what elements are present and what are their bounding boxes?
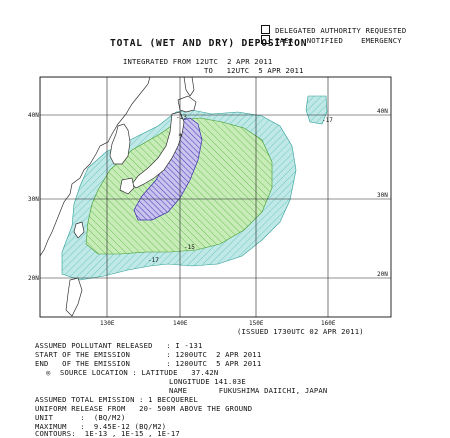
info-pollutant: ASSUMED POLLUTANT RELEASED : I -131 (35, 341, 203, 350)
japan-honshu (131, 111, 185, 189)
japan-hokkaido (177, 95, 197, 113)
graticule (40, 77, 391, 317)
taiwan (73, 221, 85, 239)
checkbox-box[interactable] (261, 35, 271, 44)
info-source-location: SOURCE LOCATION : LATITUDE 37.42N (60, 368, 219, 377)
info-contours: CONTOURS: 1E-13 , 1E-15 , 1E-17 (35, 429, 180, 438)
info-start: START OF THE EMISSION : 1200UTC 2 APR 20… (35, 350, 262, 359)
info-name: NAME FUKUSHIMA DAIICHI, JAPAN (169, 386, 328, 395)
checkbox-label-iaea: IAEA NOTIFIED EMERGENCY (275, 36, 402, 45)
philippines (65, 277, 83, 317)
info-unit: UNIT : (BQ/M2) (35, 413, 126, 422)
sakhalin (183, 77, 195, 97)
info-end: END OF THE EMISSION : 1200UTC 5 APR 2011 (35, 359, 262, 368)
checkbox-delegated-authority[interactable]: DELEGATED AUTHORITY REQUESTED (252, 16, 406, 35)
lat-label-left-30: 30N (28, 196, 39, 203)
issued-timestamp: (ISSUED 1730UTC 02 APR 2011) (237, 327, 364, 336)
integrated-from: INTEGRATED FROM 12UTC 2 APR 2011 (123, 57, 273, 66)
page-title: TOTAL (WET AND DRY) DEPOSITION (110, 38, 308, 49)
lat-label-right-20: 20N (377, 271, 388, 278)
contour-label-17-b: -17 (322, 117, 333, 124)
lon-label-150: 150E (249, 320, 264, 327)
map-frame (39, 76, 392, 318)
japan-kyushu (119, 177, 135, 195)
lat-label-right-30: 30N (377, 192, 388, 199)
info-total-emission: ASSUMED TOTAL EMISSION : 1 BECQUEREL (35, 395, 198, 404)
info-longitude: LONGITUDE 141.03E (169, 377, 246, 386)
lon-label-130: 130E (100, 320, 115, 327)
lat-label-left-40: 40N (28, 112, 39, 119)
info-maximum: MAXIMUM : 9.45E-12 (BQ/M2) (35, 422, 167, 431)
checkbox-label-delegated: DELEGATED AUTHORITY REQUESTED (275, 26, 407, 35)
lat-label-right-40: 40N (377, 108, 388, 115)
info-uniform-release: UNIFORM RELEASE FROM 20- 500M ABOVE THE … (35, 404, 253, 413)
coastline (40, 77, 197, 317)
contour-outer-patch (305, 95, 328, 125)
checkbox-box[interactable] (261, 25, 271, 34)
checkbox-iaea-notified[interactable]: IAEA NOTIFIED EMERGENCY (252, 26, 402, 45)
integrated-to: TO 12UTC 5 APR 2011 (204, 66, 304, 75)
contour-label-15: -15 (184, 244, 195, 251)
lon-label-140: 140E (173, 320, 188, 327)
lat-label-left-20: 20N (28, 275, 39, 282)
lon-label-160: 160E (321, 320, 336, 327)
contour-label-13: -13 (176, 114, 187, 121)
korea-peninsula (109, 123, 131, 165)
asia-mainland (40, 77, 151, 257)
info-source-symbol-icon: ◎ (46, 368, 51, 377)
source-marker-icon: * (178, 132, 183, 141)
contour-label-17-a: -17 (148, 257, 159, 264)
